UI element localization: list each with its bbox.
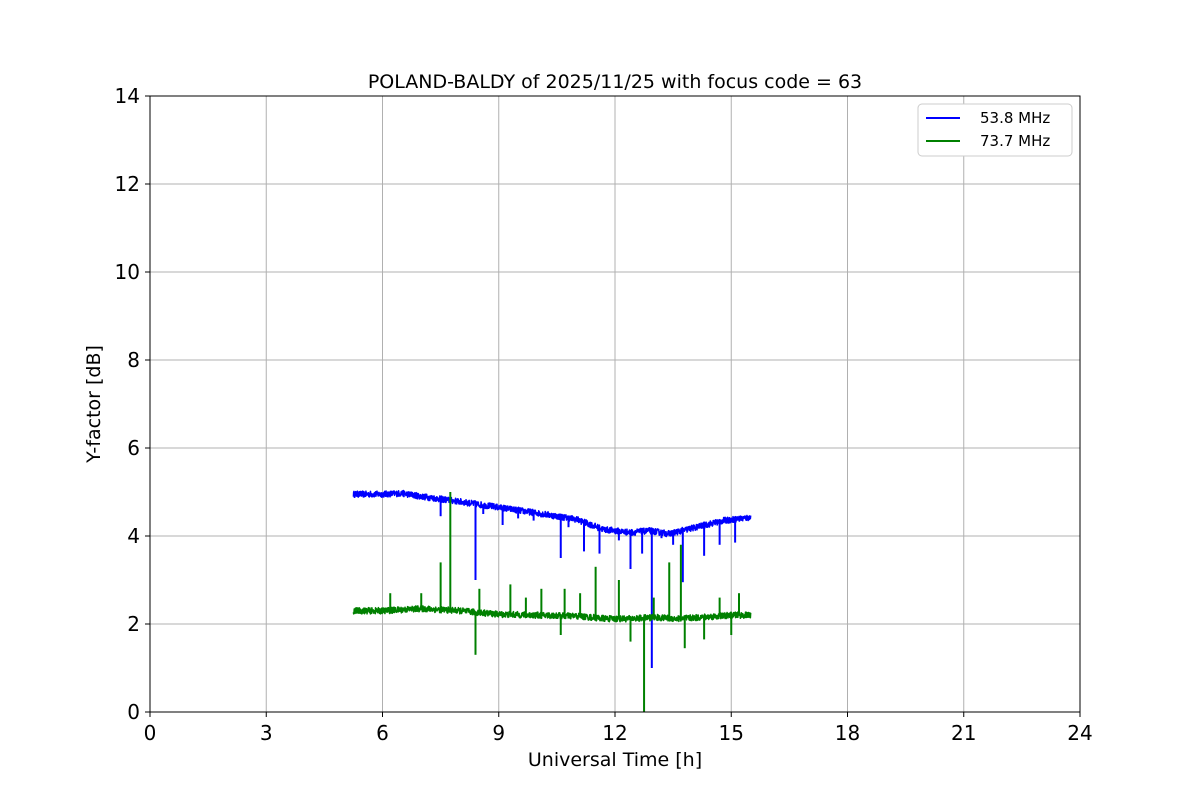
x-tick-label: 21: [951, 721, 976, 745]
x-tick-label: 24: [1067, 721, 1092, 745]
series-lines: [352, 489, 752, 712]
y-tick-label: 2: [127, 612, 140, 636]
x-tick-label: 6: [376, 721, 389, 745]
legend: 53.8 MHz 73.7 MHz: [917, 103, 1073, 157]
series-line-1: [352, 604, 752, 623]
y-tick-label: 0: [127, 700, 140, 724]
series-line-0: [352, 489, 752, 538]
x-tick-label: 12: [602, 721, 627, 745]
y-tick-label: 10: [115, 260, 140, 284]
x-tick-label: 9: [492, 721, 505, 745]
legend-label-73-7: 73.7 MHz: [980, 132, 1050, 150]
y-tick-label: 14: [115, 84, 140, 108]
x-axis-label: Universal Time [h]: [528, 749, 702, 771]
x-tick-label: 15: [719, 721, 744, 745]
y-axis-label: Y-factor [dB]: [83, 345, 105, 464]
x-tick-label: 0: [144, 721, 157, 745]
x-tick-label: 18: [835, 721, 860, 745]
y-tick-label: 4: [127, 524, 140, 548]
y-tick-label: 8: [127, 348, 140, 372]
chart-title: POLAND-BALDY of 2025/11/25 with focus co…: [368, 71, 862, 93]
y-tick-label: 6: [127, 436, 140, 460]
legend-label-53-8: 53.8 MHz: [980, 109, 1050, 127]
x-tick-label: 3: [260, 721, 273, 745]
y-tick-label: 12: [115, 172, 140, 196]
